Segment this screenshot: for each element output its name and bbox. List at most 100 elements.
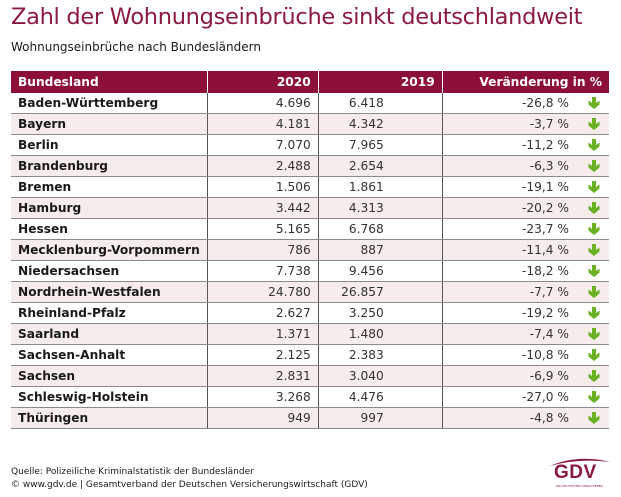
cell-2020: 2.125 xyxy=(207,344,319,366)
table-row: Niedersachsen 7.738 9.456 -18,2 % xyxy=(11,260,609,282)
cell-2019: 4.476 xyxy=(318,386,443,408)
cell-2020: 4.696 xyxy=(207,93,319,114)
cell-bundesland: Nordrhein-Westfalen xyxy=(11,281,208,303)
cell-change: -10,8 % xyxy=(442,344,609,366)
cell-bundesland: Thüringen xyxy=(11,407,208,429)
gdv-logo: GDV DIE DEUTSCHEN VERSICHERER xyxy=(548,456,612,490)
cell-change: -20,2 % xyxy=(442,197,609,219)
table-row: Bayern 4.181 4.342 -3,7 % xyxy=(11,113,609,135)
cell-change: -11,2 % xyxy=(442,134,609,156)
table-row: Hamburg 3.442 4.313 -20,2 % xyxy=(11,197,609,219)
change-value: -10,8 % xyxy=(522,347,569,362)
change-value: -11,2 % xyxy=(522,137,569,152)
change-value: -27,0 % xyxy=(522,389,569,404)
change-value: -26,8 % xyxy=(522,95,569,110)
cell-2019: 2.654 xyxy=(318,155,443,177)
cell-bundesland: Bayern xyxy=(11,113,208,135)
cell-2020: 7.738 xyxy=(207,260,319,282)
cell-bundesland: Hessen xyxy=(11,218,208,240)
cell-2020: 24.780 xyxy=(207,281,319,303)
cell-2019: 26.857 xyxy=(318,281,443,303)
change-value: -20,2 % xyxy=(522,200,569,215)
arrow-down-icon xyxy=(587,306,601,320)
cell-2019: 3.040 xyxy=(318,365,443,387)
change-value: -4,8 % xyxy=(529,410,569,425)
cell-2020: 5.165 xyxy=(207,218,319,240)
cell-2019: 7.965 xyxy=(318,134,443,156)
cell-change: -3,7 % xyxy=(442,113,609,135)
cell-change: -6,9 % xyxy=(442,365,609,387)
arrow-down-icon xyxy=(587,285,601,299)
cell-change: -23,7 % xyxy=(442,218,609,240)
logo-swoosh-icon xyxy=(550,458,610,466)
cell-2019: 1.861 xyxy=(318,176,443,198)
arrow-down-icon xyxy=(587,369,601,383)
cell-2020: 4.181 xyxy=(207,113,319,135)
cell-bundesland: Brandenburg xyxy=(11,155,208,177)
arrow-down-icon xyxy=(587,243,601,257)
table-row: Nordrhein-Westfalen 24.780 26.857 -7,7 % xyxy=(11,281,609,303)
cell-2020: 1.506 xyxy=(207,176,319,198)
cell-bundesland: Sachsen-Anhalt xyxy=(11,344,208,366)
chart-title: Zahl der Wohnungseinbrüche sinkt deutsch… xyxy=(11,4,583,30)
arrow-down-icon xyxy=(587,411,601,425)
column-header-bundesland: Bundesland xyxy=(11,71,208,93)
arrow-down-icon xyxy=(587,348,601,362)
cell-2019: 4.313 xyxy=(318,197,443,219)
change-value: -23,7 % xyxy=(522,221,569,236)
cell-2019: 6.418 xyxy=(318,93,443,114)
cell-2019: 887 xyxy=(318,239,443,261)
table-row: Bremen 1.506 1.861 -19,1 % xyxy=(11,176,609,198)
cell-bundesland: Sachsen xyxy=(11,365,208,387)
arrow-down-icon xyxy=(587,96,601,110)
cell-2019: 1.480 xyxy=(318,323,443,345)
table-row: Hessen 5.165 6.768 -23,7 % xyxy=(11,218,609,240)
table-row: Saarland 1.371 1.480 -7,4 % xyxy=(11,323,609,345)
cell-2019: 4.342 xyxy=(318,113,443,135)
change-value: -11,4 % xyxy=(522,242,569,257)
cell-2020: 1.371 xyxy=(207,323,319,345)
cell-2020: 786 xyxy=(207,239,319,261)
cell-change: -27,0 % xyxy=(442,386,609,408)
cell-2020: 2.488 xyxy=(207,155,319,177)
column-header-2020: 2020 xyxy=(207,71,319,93)
cell-2020: 3.442 xyxy=(207,197,319,219)
cell-2019: 2.383 xyxy=(318,344,443,366)
table-row: Baden-Württemberg 4.696 6.418 -26,8 % xyxy=(11,93,609,114)
arrow-down-icon xyxy=(587,390,601,404)
change-value: -7,7 % xyxy=(529,284,569,299)
cell-2019: 9.456 xyxy=(318,260,443,282)
logo-text: GDV xyxy=(554,462,597,483)
table-row: Sachsen 2.831 3.040 -6,9 % xyxy=(11,365,609,387)
cell-2020: 7.070 xyxy=(207,134,319,156)
table-header-row: Bundesland 2020 2019 Veränderung in % xyxy=(11,71,609,93)
footer: Quelle: Polizeiliche Kriminalstatistik d… xyxy=(11,466,368,492)
cell-2019: 6.768 xyxy=(318,218,443,240)
table-row: Thüringen 949 997 -4,8 % xyxy=(11,407,609,429)
cell-change: -26,8 % xyxy=(442,93,609,114)
change-value: -6,9 % xyxy=(529,368,569,383)
cell-change: -19,2 % xyxy=(442,302,609,324)
cell-change: -7,4 % xyxy=(442,323,609,345)
arrow-down-icon xyxy=(587,264,601,278)
source-note: Quelle: Polizeiliche Kriminalstatistik d… xyxy=(11,467,254,477)
cell-bundesland: Bremen xyxy=(11,176,208,198)
cell-bundesland: Hamburg xyxy=(11,197,208,219)
cell-bundesland: Schleswig-Holstein xyxy=(11,386,208,408)
data-table: Bundesland 2020 2019 Veränderung in % Ba… xyxy=(11,71,609,429)
arrow-down-icon xyxy=(587,201,601,215)
cell-2019: 997 xyxy=(318,407,443,429)
cell-change: -4,8 % xyxy=(442,407,609,429)
cell-change: -19,1 % xyxy=(442,176,609,198)
cell-bundesland: Niedersachsen xyxy=(11,260,208,282)
arrow-down-icon xyxy=(587,117,601,131)
copyright-note: © www.gdv.de | Gesamtverband der Deutsch… xyxy=(11,480,368,490)
column-header-2019: 2019 xyxy=(318,71,443,93)
change-value: -6,3 % xyxy=(529,158,569,173)
table-body: Baden-Württemberg 4.696 6.418 -26,8 % Bayern… xyxy=(11,93,609,429)
table-row: Schleswig-Holstein 3.268 4.476 -27,0 % xyxy=(11,386,609,408)
column-header-change: Veränderung in % xyxy=(442,71,609,93)
change-value: -7,4 % xyxy=(529,326,569,341)
cell-change: -11,4 % xyxy=(442,239,609,261)
logo-tagline: DIE DEUTSCHEN VERSICHERER xyxy=(556,484,603,488)
